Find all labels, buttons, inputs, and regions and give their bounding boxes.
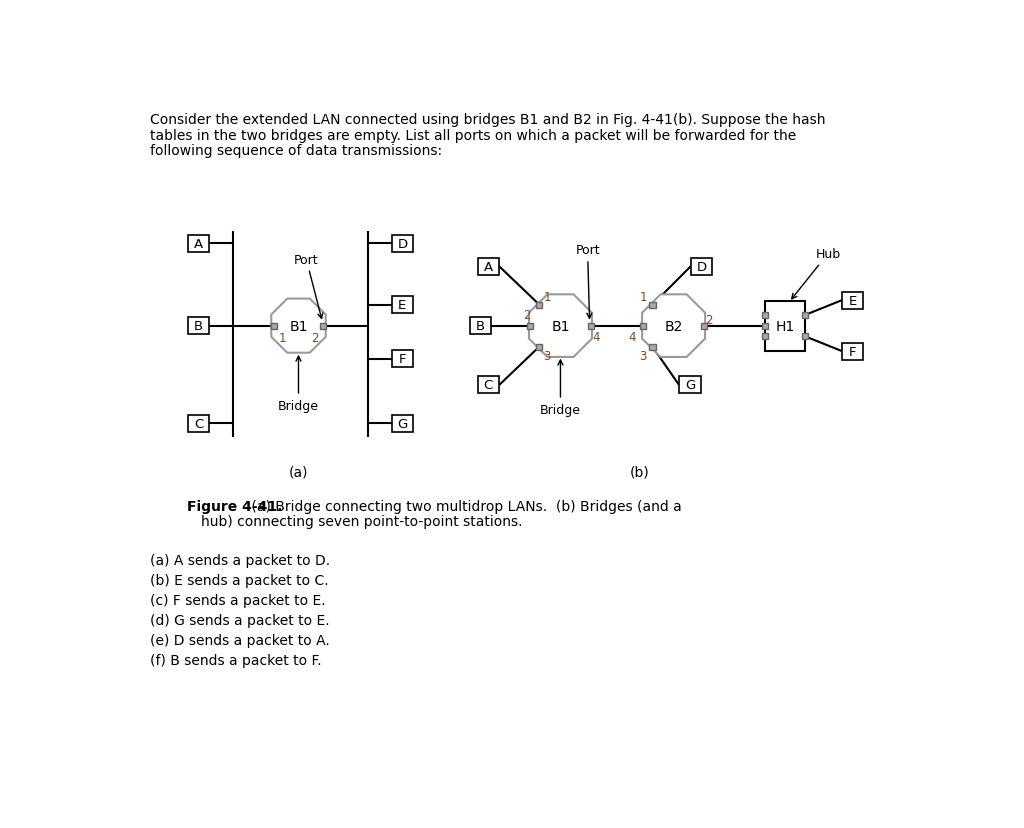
Text: E: E xyxy=(398,299,407,312)
Text: D: D xyxy=(397,238,408,250)
Polygon shape xyxy=(271,299,326,354)
Bar xyxy=(690,258,713,276)
Text: (a) A sends a packet to D.: (a) A sends a packet to D. xyxy=(150,553,330,567)
Bar xyxy=(679,377,700,394)
Bar xyxy=(477,377,500,394)
Bar xyxy=(640,323,646,330)
Text: B: B xyxy=(194,320,203,333)
Text: D: D xyxy=(696,261,707,273)
Text: 4: 4 xyxy=(592,330,599,344)
Text: B2: B2 xyxy=(665,320,683,333)
Text: (d) G sends a packet to E.: (d) G sends a packet to E. xyxy=(150,613,330,627)
Bar xyxy=(649,302,655,308)
Text: Hub: Hub xyxy=(792,248,841,300)
Text: Figure 4-41.: Figure 4-41. xyxy=(187,499,283,513)
Text: Bridge: Bridge xyxy=(540,360,581,416)
Text: G: G xyxy=(397,417,408,431)
Text: Consider the extended LAN connected using bridges B1 and B2 in Fig. 4-41(b). Sup: Consider the extended LAN connected usin… xyxy=(150,113,825,128)
Bar xyxy=(842,292,863,310)
Text: Port: Port xyxy=(294,253,323,319)
Text: 3: 3 xyxy=(544,350,551,363)
Bar xyxy=(470,318,492,335)
Bar xyxy=(537,302,543,308)
Text: C: C xyxy=(194,417,203,431)
Bar xyxy=(477,258,500,276)
Bar xyxy=(391,351,414,368)
Text: G: G xyxy=(685,379,695,392)
Bar xyxy=(537,344,543,350)
Bar xyxy=(588,323,594,330)
Bar xyxy=(701,323,708,330)
Bar xyxy=(802,334,809,340)
Text: H1: H1 xyxy=(775,320,795,333)
Text: A: A xyxy=(194,238,203,250)
Bar xyxy=(187,235,209,253)
Text: C: C xyxy=(483,379,493,392)
Bar xyxy=(391,235,414,253)
Text: (e) D sends a packet to A.: (e) D sends a packet to A. xyxy=(150,633,330,647)
Text: Port: Port xyxy=(575,244,600,319)
Text: (f) B sends a packet to F.: (f) B sends a packet to F. xyxy=(150,653,322,667)
Text: E: E xyxy=(849,295,857,307)
Bar xyxy=(762,312,768,319)
Text: F: F xyxy=(849,345,856,358)
Bar xyxy=(391,416,414,432)
Bar xyxy=(187,318,209,335)
Text: (a): (a) xyxy=(289,465,308,479)
Text: F: F xyxy=(398,353,407,366)
Text: 4: 4 xyxy=(629,330,636,344)
Bar xyxy=(842,343,863,360)
Bar xyxy=(765,301,805,351)
Text: A: A xyxy=(483,261,493,273)
Text: B: B xyxy=(476,320,485,333)
Bar xyxy=(802,312,809,319)
Text: (b) E sends a packet to C.: (b) E sends a packet to C. xyxy=(150,573,329,587)
Bar xyxy=(526,323,532,330)
Text: B1: B1 xyxy=(289,320,308,333)
Text: 2: 2 xyxy=(523,309,530,322)
Text: following sequence of data transmissions:: following sequence of data transmissions… xyxy=(150,144,441,158)
Polygon shape xyxy=(529,295,592,358)
Text: 2: 2 xyxy=(706,314,713,326)
Text: Bridge: Bridge xyxy=(278,357,319,412)
Text: 1: 1 xyxy=(544,291,551,304)
Text: B1: B1 xyxy=(551,320,569,333)
Text: 3: 3 xyxy=(639,350,647,363)
Bar xyxy=(391,297,414,314)
Bar xyxy=(762,334,768,340)
Bar xyxy=(187,416,209,432)
Text: (c) F sends a packet to E.: (c) F sends a packet to E. xyxy=(150,593,326,607)
Text: 1: 1 xyxy=(639,291,647,304)
Bar xyxy=(271,323,278,330)
Text: tables in the two bridges are empty. List all ports on which a packet will be fo: tables in the two bridges are empty. Lis… xyxy=(150,128,796,142)
Bar xyxy=(319,323,326,330)
Bar xyxy=(762,323,768,330)
Text: 2: 2 xyxy=(311,332,318,345)
Text: (a) Bridge connecting two multidrop LANs.  (b) Bridges (and a: (a) Bridge connecting two multidrop LANs… xyxy=(248,499,682,513)
Bar xyxy=(649,344,655,350)
Text: (b): (b) xyxy=(630,465,649,479)
Text: 1: 1 xyxy=(279,332,286,345)
Polygon shape xyxy=(642,295,706,358)
Text: hub) connecting seven point-to-point stations.: hub) connecting seven point-to-point sta… xyxy=(201,515,522,528)
